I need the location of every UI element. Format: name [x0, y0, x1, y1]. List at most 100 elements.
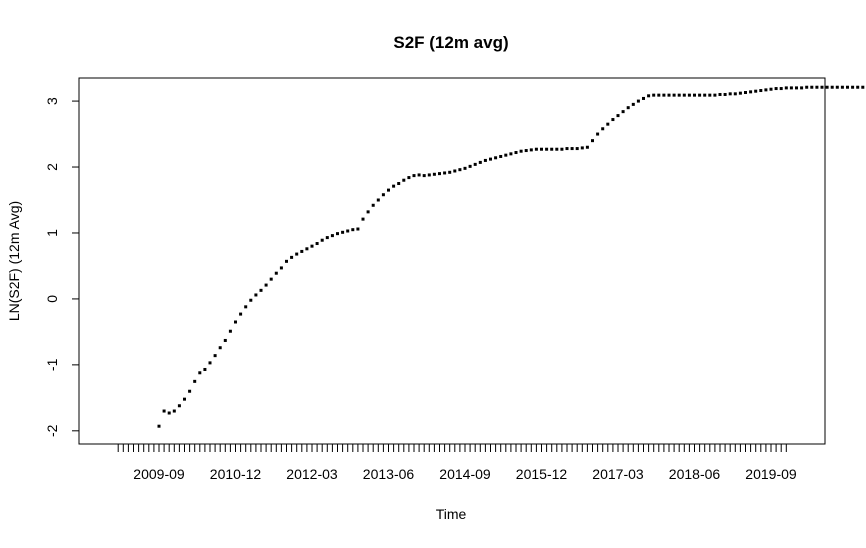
- data-point: [729, 92, 732, 95]
- x-tick-label: 2014-09: [439, 466, 491, 482]
- data-point: [652, 94, 655, 97]
- data-point: [821, 86, 824, 89]
- data-point: [515, 151, 518, 154]
- data-point: [305, 247, 308, 250]
- data-point: [392, 185, 395, 188]
- data-point: [275, 272, 278, 275]
- data-point: [285, 260, 288, 263]
- y-tick-label: -2: [44, 424, 60, 437]
- x-tick-label: 2010-12: [210, 466, 262, 482]
- data-point: [183, 398, 186, 401]
- data-point: [453, 169, 456, 172]
- data-point: [668, 94, 671, 97]
- data-point: [810, 86, 813, 89]
- data-point: [601, 127, 604, 130]
- data-point: [168, 412, 171, 415]
- data-point: [433, 173, 436, 176]
- data-point: [163, 410, 166, 413]
- data-point: [397, 182, 400, 185]
- x-tick-label: 2012-03: [286, 466, 338, 482]
- data-point: [581, 146, 584, 149]
- data-point: [499, 155, 502, 158]
- data-point: [239, 313, 242, 316]
- data-point: [260, 289, 263, 292]
- data-point: [851, 86, 854, 89]
- data-point: [234, 321, 237, 324]
- data-point: [351, 228, 354, 231]
- data-point: [423, 174, 426, 177]
- data-point: [367, 210, 370, 213]
- data-point: [637, 100, 640, 103]
- data-point: [474, 163, 477, 166]
- data-point: [520, 150, 523, 153]
- plot-frame: [79, 78, 825, 444]
- data-point: [790, 86, 793, 89]
- data-point: [596, 133, 599, 136]
- data-point: [550, 148, 553, 151]
- data-point: [693, 94, 696, 97]
- data-point: [372, 204, 375, 207]
- data-point: [173, 410, 176, 413]
- data-point: [209, 361, 212, 364]
- data-point: [678, 94, 681, 97]
- data-point: [744, 91, 747, 94]
- data-point: [479, 161, 482, 164]
- data-point: [545, 148, 548, 151]
- data-point: [713, 94, 716, 97]
- y-tick-label: 3: [44, 97, 60, 105]
- data-point: [856, 86, 859, 89]
- y-tick-label: 1: [44, 229, 60, 237]
- data-point: [356, 228, 359, 231]
- data-point: [800, 86, 803, 89]
- data-point: [831, 86, 834, 89]
- data-point: [504, 154, 507, 157]
- data-point: [535, 148, 538, 151]
- data-point: [249, 299, 252, 302]
- data-point: [622, 110, 625, 113]
- data-point: [290, 256, 293, 259]
- data-point: [214, 354, 217, 357]
- data-point: [846, 86, 849, 89]
- data-point: [484, 159, 487, 162]
- data-point: [617, 114, 620, 117]
- data-point: [673, 94, 676, 97]
- data-point: [300, 250, 303, 253]
- data-point: [413, 174, 416, 177]
- data-point: [346, 229, 349, 232]
- data-point: [402, 179, 405, 182]
- x-tick-label: 2017-03: [592, 466, 644, 482]
- data-point: [387, 189, 390, 192]
- data-point: [841, 86, 844, 89]
- data-point: [688, 94, 691, 97]
- data-point: [764, 88, 767, 91]
- data-point: [494, 156, 497, 159]
- data-point: [203, 368, 206, 371]
- data-point: [244, 305, 247, 308]
- data-point: [683, 94, 686, 97]
- data-point: [749, 90, 752, 93]
- data-point: [566, 147, 569, 150]
- data-point: [647, 94, 650, 97]
- data-point: [229, 330, 232, 333]
- data-point: [443, 171, 446, 174]
- data-point: [265, 284, 268, 287]
- data-point: [632, 103, 635, 106]
- chart-title: S2F (12m avg): [393, 33, 508, 52]
- data-point: [224, 339, 227, 342]
- data-point: [606, 123, 609, 126]
- data-point: [311, 245, 314, 248]
- data-point: [362, 218, 365, 221]
- data-point: [560, 148, 563, 151]
- data-point: [698, 94, 701, 97]
- data-point: [270, 278, 273, 281]
- x-tick-label: 2018-06: [669, 466, 721, 482]
- x-tick-label: 2019-09: [745, 466, 797, 482]
- data-point: [555, 148, 558, 151]
- data-point: [754, 90, 757, 93]
- y-axis-label: LN(S2F) (12m Avg): [6, 201, 22, 321]
- data-point: [188, 390, 191, 393]
- data-point: [759, 89, 762, 92]
- x-tick-label: 2013-06: [363, 466, 415, 482]
